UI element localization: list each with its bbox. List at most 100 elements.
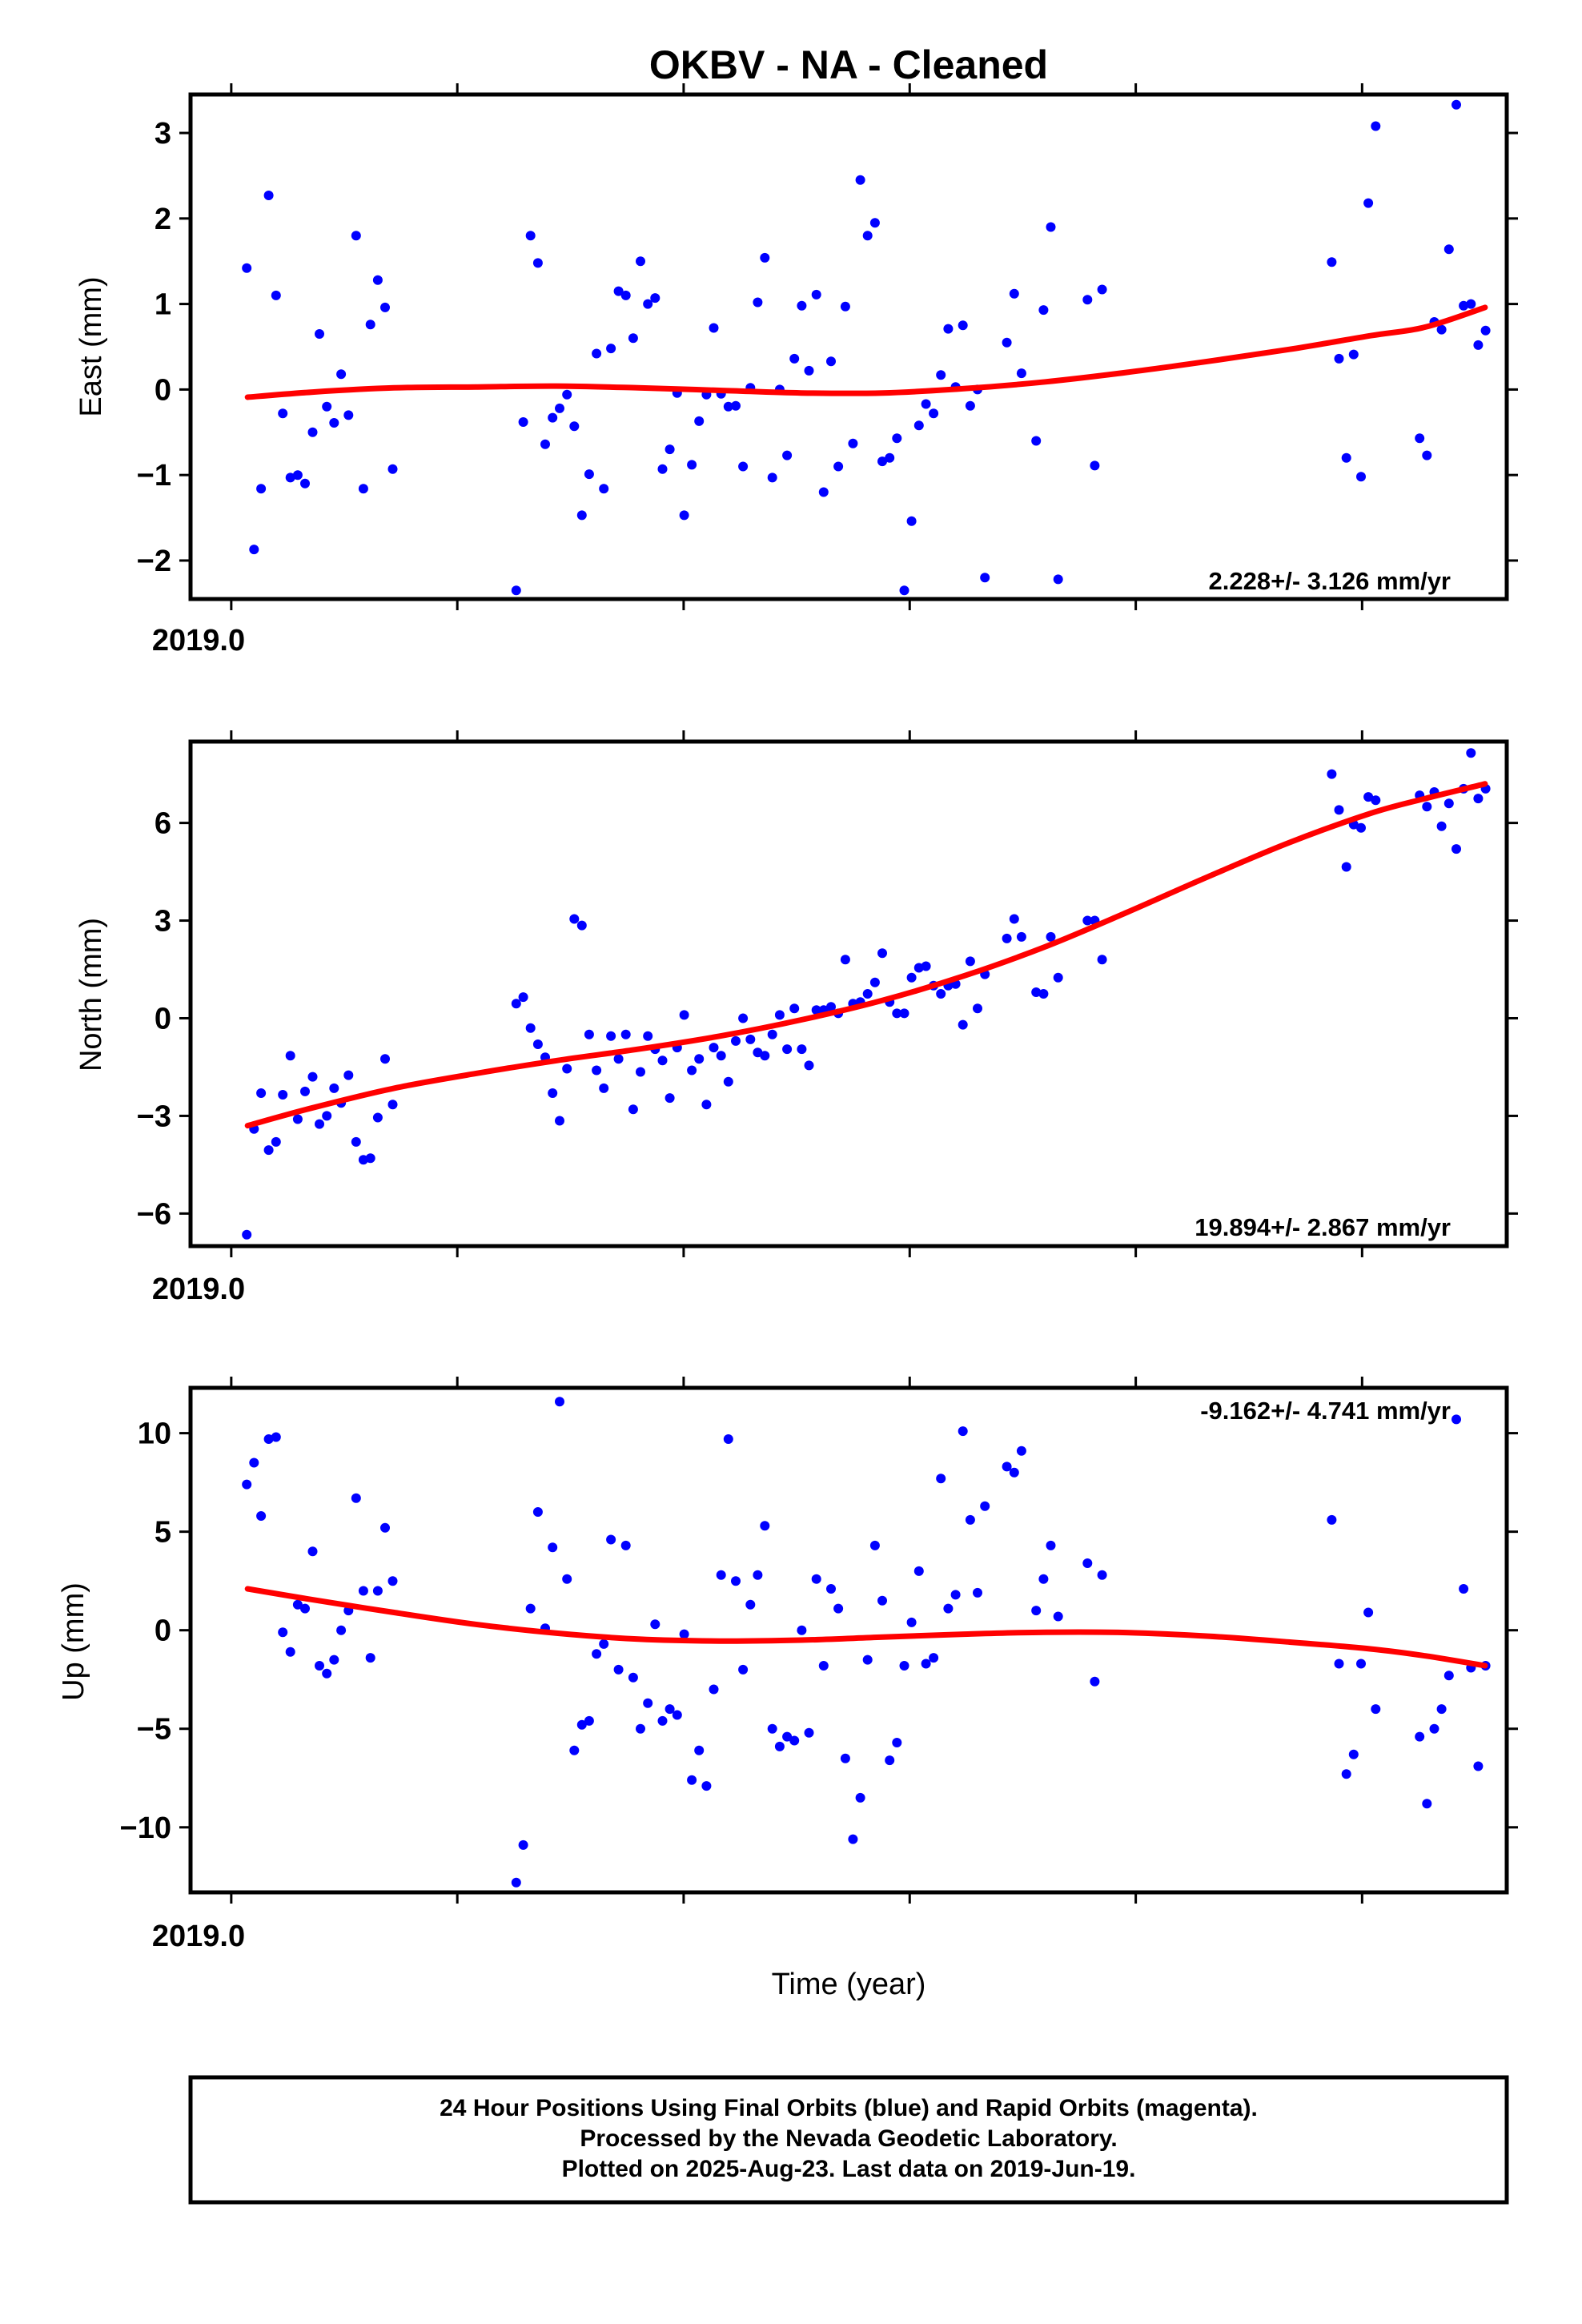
east-data-point xyxy=(913,420,924,431)
east-data-point xyxy=(1038,305,1049,316)
up-data-point xyxy=(789,1735,800,1746)
up-data-point xyxy=(351,1493,361,1503)
up-data-point xyxy=(665,1704,675,1715)
east-y-tick-label: 1 xyxy=(155,288,171,322)
up-data-point xyxy=(855,1792,865,1803)
up-data-point xyxy=(1082,1558,1093,1568)
up-data-point xyxy=(767,1723,777,1734)
east-y-axis-label: East (mm) xyxy=(74,276,108,416)
up-data-point xyxy=(365,1653,375,1663)
up-data-point xyxy=(285,1647,295,1657)
up-data-point xyxy=(679,1629,689,1639)
east-data-point xyxy=(599,484,609,494)
up-data-point xyxy=(965,1514,975,1525)
up-y-tick-label: −10 xyxy=(120,1811,171,1845)
east-data-point xyxy=(278,408,288,419)
north-data-point xyxy=(613,1054,624,1064)
north-data-point xyxy=(892,1008,902,1019)
east-data-point xyxy=(1082,295,1093,305)
up-data-point xyxy=(745,1599,756,1610)
up-data-point xyxy=(877,1595,887,1606)
north-data-point xyxy=(804,1060,814,1071)
up-data-point xyxy=(628,1672,638,1683)
east-data-point xyxy=(285,472,295,483)
up-data-point xyxy=(271,1432,281,1442)
north-data-point xyxy=(256,1088,267,1098)
north-data-point xyxy=(315,1119,324,1129)
east-data-point xyxy=(731,400,741,411)
east-y-tick-label: −2 xyxy=(137,545,171,578)
east-data-point xyxy=(322,401,332,412)
up-data-point xyxy=(525,1603,536,1614)
east-data-point xyxy=(562,389,572,400)
up-data-point xyxy=(1459,1584,1469,1594)
up-data-point xyxy=(840,1753,850,1763)
north-data-point xyxy=(592,1065,602,1076)
footer-line-2: Processed by the Nevada Geodetic Laborat… xyxy=(580,2125,1117,2152)
north-data-point xyxy=(1473,794,1484,804)
north-data-point xyxy=(1053,972,1063,983)
up-data-point xyxy=(1334,1659,1344,1669)
up-data-point xyxy=(848,1834,858,1844)
east-data-point xyxy=(921,399,931,409)
north-data-point xyxy=(1466,748,1476,758)
north-data-point xyxy=(343,1070,354,1080)
east-data-point xyxy=(1334,353,1344,364)
north-data-point xyxy=(1031,987,1042,997)
up-data-point xyxy=(826,1584,836,1594)
north-y-tick-label: −3 xyxy=(137,1100,171,1133)
east-data-point xyxy=(1466,299,1476,309)
east-data-point xyxy=(555,403,564,413)
east-data-point xyxy=(1363,198,1374,208)
north-data-point xyxy=(365,1153,375,1164)
east-data-point xyxy=(315,329,324,339)
north-data-point xyxy=(620,1029,631,1039)
up-x-tick-label: 2019.0 xyxy=(152,1920,245,1953)
north-data-point xyxy=(899,1008,909,1019)
up-data-point xyxy=(906,1617,917,1627)
up-data-point xyxy=(811,1574,821,1584)
east-data-point xyxy=(943,324,954,334)
up-data-point xyxy=(1356,1659,1366,1669)
east-data-point xyxy=(753,297,763,308)
up-data-point xyxy=(885,1755,895,1766)
east-data-point xyxy=(307,427,318,437)
up-data-point xyxy=(687,1775,697,1785)
up-y-axis-label: Up (mm) xyxy=(57,1582,90,1701)
east-data-point xyxy=(576,510,587,521)
north-data-point xyxy=(826,1002,836,1012)
east-data-point xyxy=(1009,288,1019,299)
east-data-point xyxy=(372,275,383,285)
north-data-point xyxy=(1371,795,1381,806)
north-data-point xyxy=(716,1051,726,1061)
up-data-point xyxy=(1473,1761,1484,1771)
east-data-point xyxy=(899,585,909,596)
up-data-point xyxy=(980,1501,990,1511)
east-rate-label: 2.228+/- 3.126 mm/yr xyxy=(1209,567,1451,595)
east-data-point xyxy=(628,333,638,344)
north-data-point xyxy=(665,1093,675,1104)
east-data-point xyxy=(1097,284,1107,295)
east-data-point xyxy=(569,421,580,432)
east-data-point xyxy=(1415,433,1425,444)
east-data-point xyxy=(636,256,645,267)
up-data-point xyxy=(1452,1414,1461,1425)
up-data-point xyxy=(322,1668,332,1679)
east-panel: East (mm) 2.228+/- 3.126 mm/yr 2019.0 −2… xyxy=(74,83,1518,657)
east-y-tick-label: 0 xyxy=(155,373,171,407)
east-data-point xyxy=(584,469,594,480)
east-data-point xyxy=(892,433,902,444)
north-plot-frame xyxy=(188,739,1509,1248)
north-data-point xyxy=(636,1067,645,1077)
north-data-point xyxy=(877,948,887,959)
north-data-point xyxy=(840,955,850,965)
up-plot-frame xyxy=(188,1385,1509,1895)
north-y-tick-label: 6 xyxy=(155,807,171,841)
east-y-tick-label: 2 xyxy=(155,203,171,236)
north-data-point xyxy=(973,1003,982,1014)
north-data-point xyxy=(628,1104,638,1115)
east-data-point xyxy=(694,416,705,426)
east-data-point xyxy=(840,301,850,312)
east-data-point xyxy=(540,439,550,449)
north-data-point xyxy=(1002,933,1012,943)
